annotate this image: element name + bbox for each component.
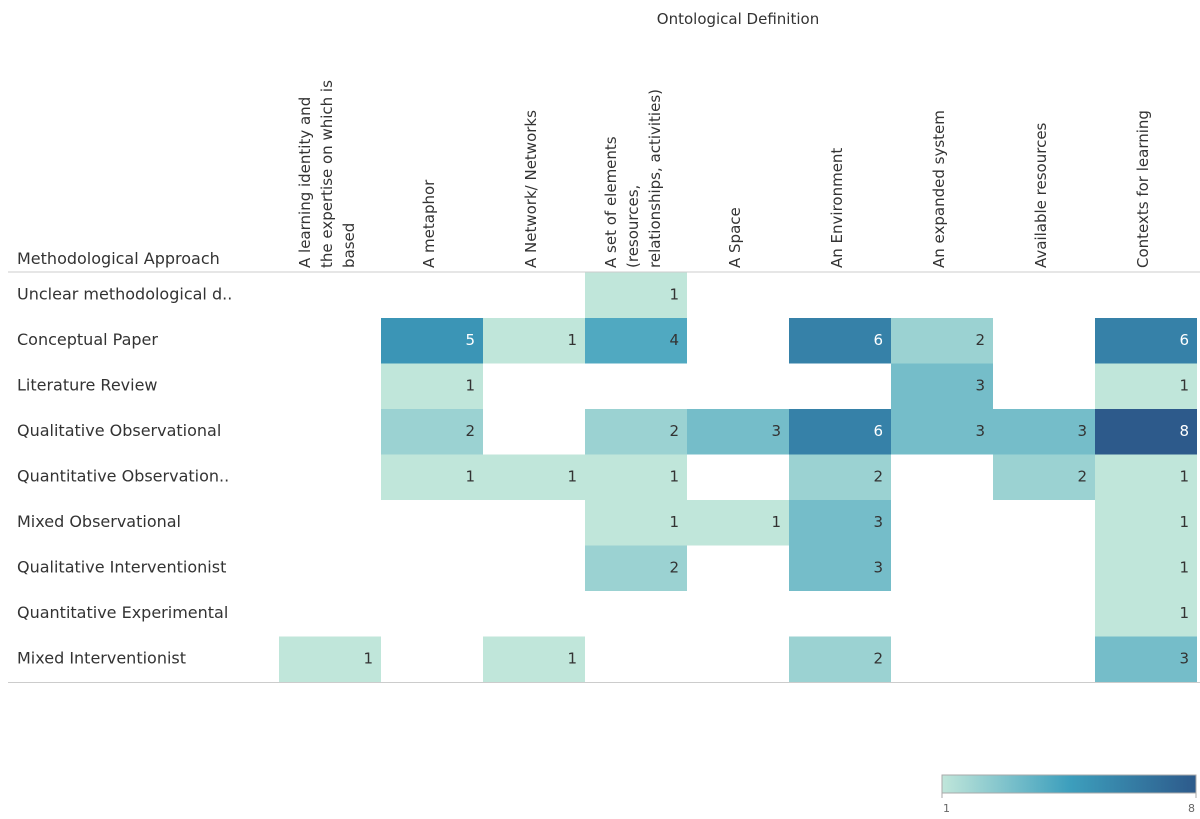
row-label: Mixed Interventionist [17, 648, 186, 667]
cell [585, 272, 687, 318]
cell [891, 318, 993, 364]
row-label: Mixed Observational [17, 512, 181, 531]
cell-label: 2 [669, 422, 679, 440]
column-header: A learning identity and [296, 97, 314, 268]
column-header: Contexts for learning [1134, 110, 1152, 268]
cell [483, 636, 585, 682]
cell [279, 636, 381, 682]
row-label: Qualitative Interventionist [17, 557, 226, 576]
row-label: Quantitative Experimental [17, 603, 228, 622]
column-header: A Space [726, 207, 744, 268]
cell [381, 318, 483, 364]
row-label: Unclear methodological d.. [17, 284, 232, 303]
cell-label: 1 [1179, 558, 1189, 576]
cell [789, 500, 891, 546]
cell-label: 8 [1179, 422, 1189, 440]
cell-label: 4 [669, 331, 679, 349]
legend-tick-label: 8 [1188, 802, 1195, 815]
cell [1095, 318, 1197, 364]
cell [993, 409, 1095, 455]
row-label: Quantitative Observation.. [17, 466, 229, 485]
cell-label: 3 [873, 558, 883, 576]
cell [993, 454, 1095, 500]
cell [687, 500, 789, 546]
cell-label: 5 [465, 331, 475, 349]
cell-label: 3 [1077, 422, 1087, 440]
cell-label: 3 [975, 376, 985, 394]
cell-label: 2 [873, 467, 883, 485]
cell-label: 1 [465, 467, 475, 485]
cell [789, 454, 891, 500]
legend-tick-label: 1 [943, 802, 950, 815]
cell-label: 2 [669, 558, 679, 576]
cell-label: 2 [975, 331, 985, 349]
cell-label: 1 [669, 467, 679, 485]
column-header: Available resources [1032, 122, 1050, 268]
cell [1095, 591, 1197, 637]
cell [789, 409, 891, 455]
column-header: A Network/ Networks [522, 110, 540, 268]
cell [1095, 454, 1197, 500]
cell [789, 636, 891, 682]
cell [483, 454, 585, 500]
cell-label: 6 [1179, 331, 1189, 349]
cell [789, 318, 891, 364]
column-header: relationships, activities) [646, 89, 664, 268]
cell-label: 2 [1077, 467, 1087, 485]
column-header: based [340, 223, 358, 268]
cell-label: 1 [1179, 604, 1189, 622]
column-header: An Environment [828, 148, 846, 268]
cell [891, 409, 993, 455]
cell [381, 409, 483, 455]
cell [381, 454, 483, 500]
cell [585, 409, 687, 455]
cell-label: 1 [1179, 513, 1189, 531]
cell-label: 1 [771, 513, 781, 531]
cell-label: 3 [771, 422, 781, 440]
cell-label: 2 [873, 649, 883, 667]
cell [1095, 409, 1197, 455]
column-header: (resources, [624, 185, 642, 268]
cell [585, 545, 687, 591]
cell [687, 409, 789, 455]
cell-label: 3 [1179, 649, 1189, 667]
cell [891, 363, 993, 409]
row-label: Qualitative Observational [17, 421, 221, 440]
cell-label: 6 [873, 422, 883, 440]
cell-label: 1 [1179, 467, 1189, 485]
cell-label: 2 [465, 422, 475, 440]
cell [483, 318, 585, 364]
cell [585, 500, 687, 546]
cell [1095, 363, 1197, 409]
cell-label: 1 [567, 467, 577, 485]
column-header: An expanded system [930, 110, 948, 268]
cell-label: 3 [975, 422, 985, 440]
cell [381, 363, 483, 409]
cell [1095, 636, 1197, 682]
cell-label: 1 [363, 649, 373, 667]
cell [1095, 545, 1197, 591]
column-header: A metaphor [420, 179, 438, 268]
color-legend [941, 774, 1197, 794]
cell [585, 318, 687, 364]
cell-label: 3 [873, 513, 883, 531]
row-label: Literature Review [17, 375, 158, 394]
cell [585, 454, 687, 500]
cell-label: 1 [669, 285, 679, 303]
column-header: A set of elements [602, 136, 620, 268]
cell-label: 6 [873, 331, 883, 349]
cell-label: 1 [567, 331, 577, 349]
cell-label: 1 [1179, 376, 1189, 394]
cell [789, 545, 891, 591]
column-header: the expertise on which is [318, 80, 336, 268]
y-axis-title: Methodological Approach [17, 249, 220, 268]
cell-label: 1 [669, 513, 679, 531]
cell-label: 1 [567, 649, 577, 667]
row-label: Conceptual Paper [17, 330, 158, 349]
cell-label: 1 [465, 376, 475, 394]
chart-title: Ontological Definition [657, 10, 819, 28]
cell [1095, 500, 1197, 546]
